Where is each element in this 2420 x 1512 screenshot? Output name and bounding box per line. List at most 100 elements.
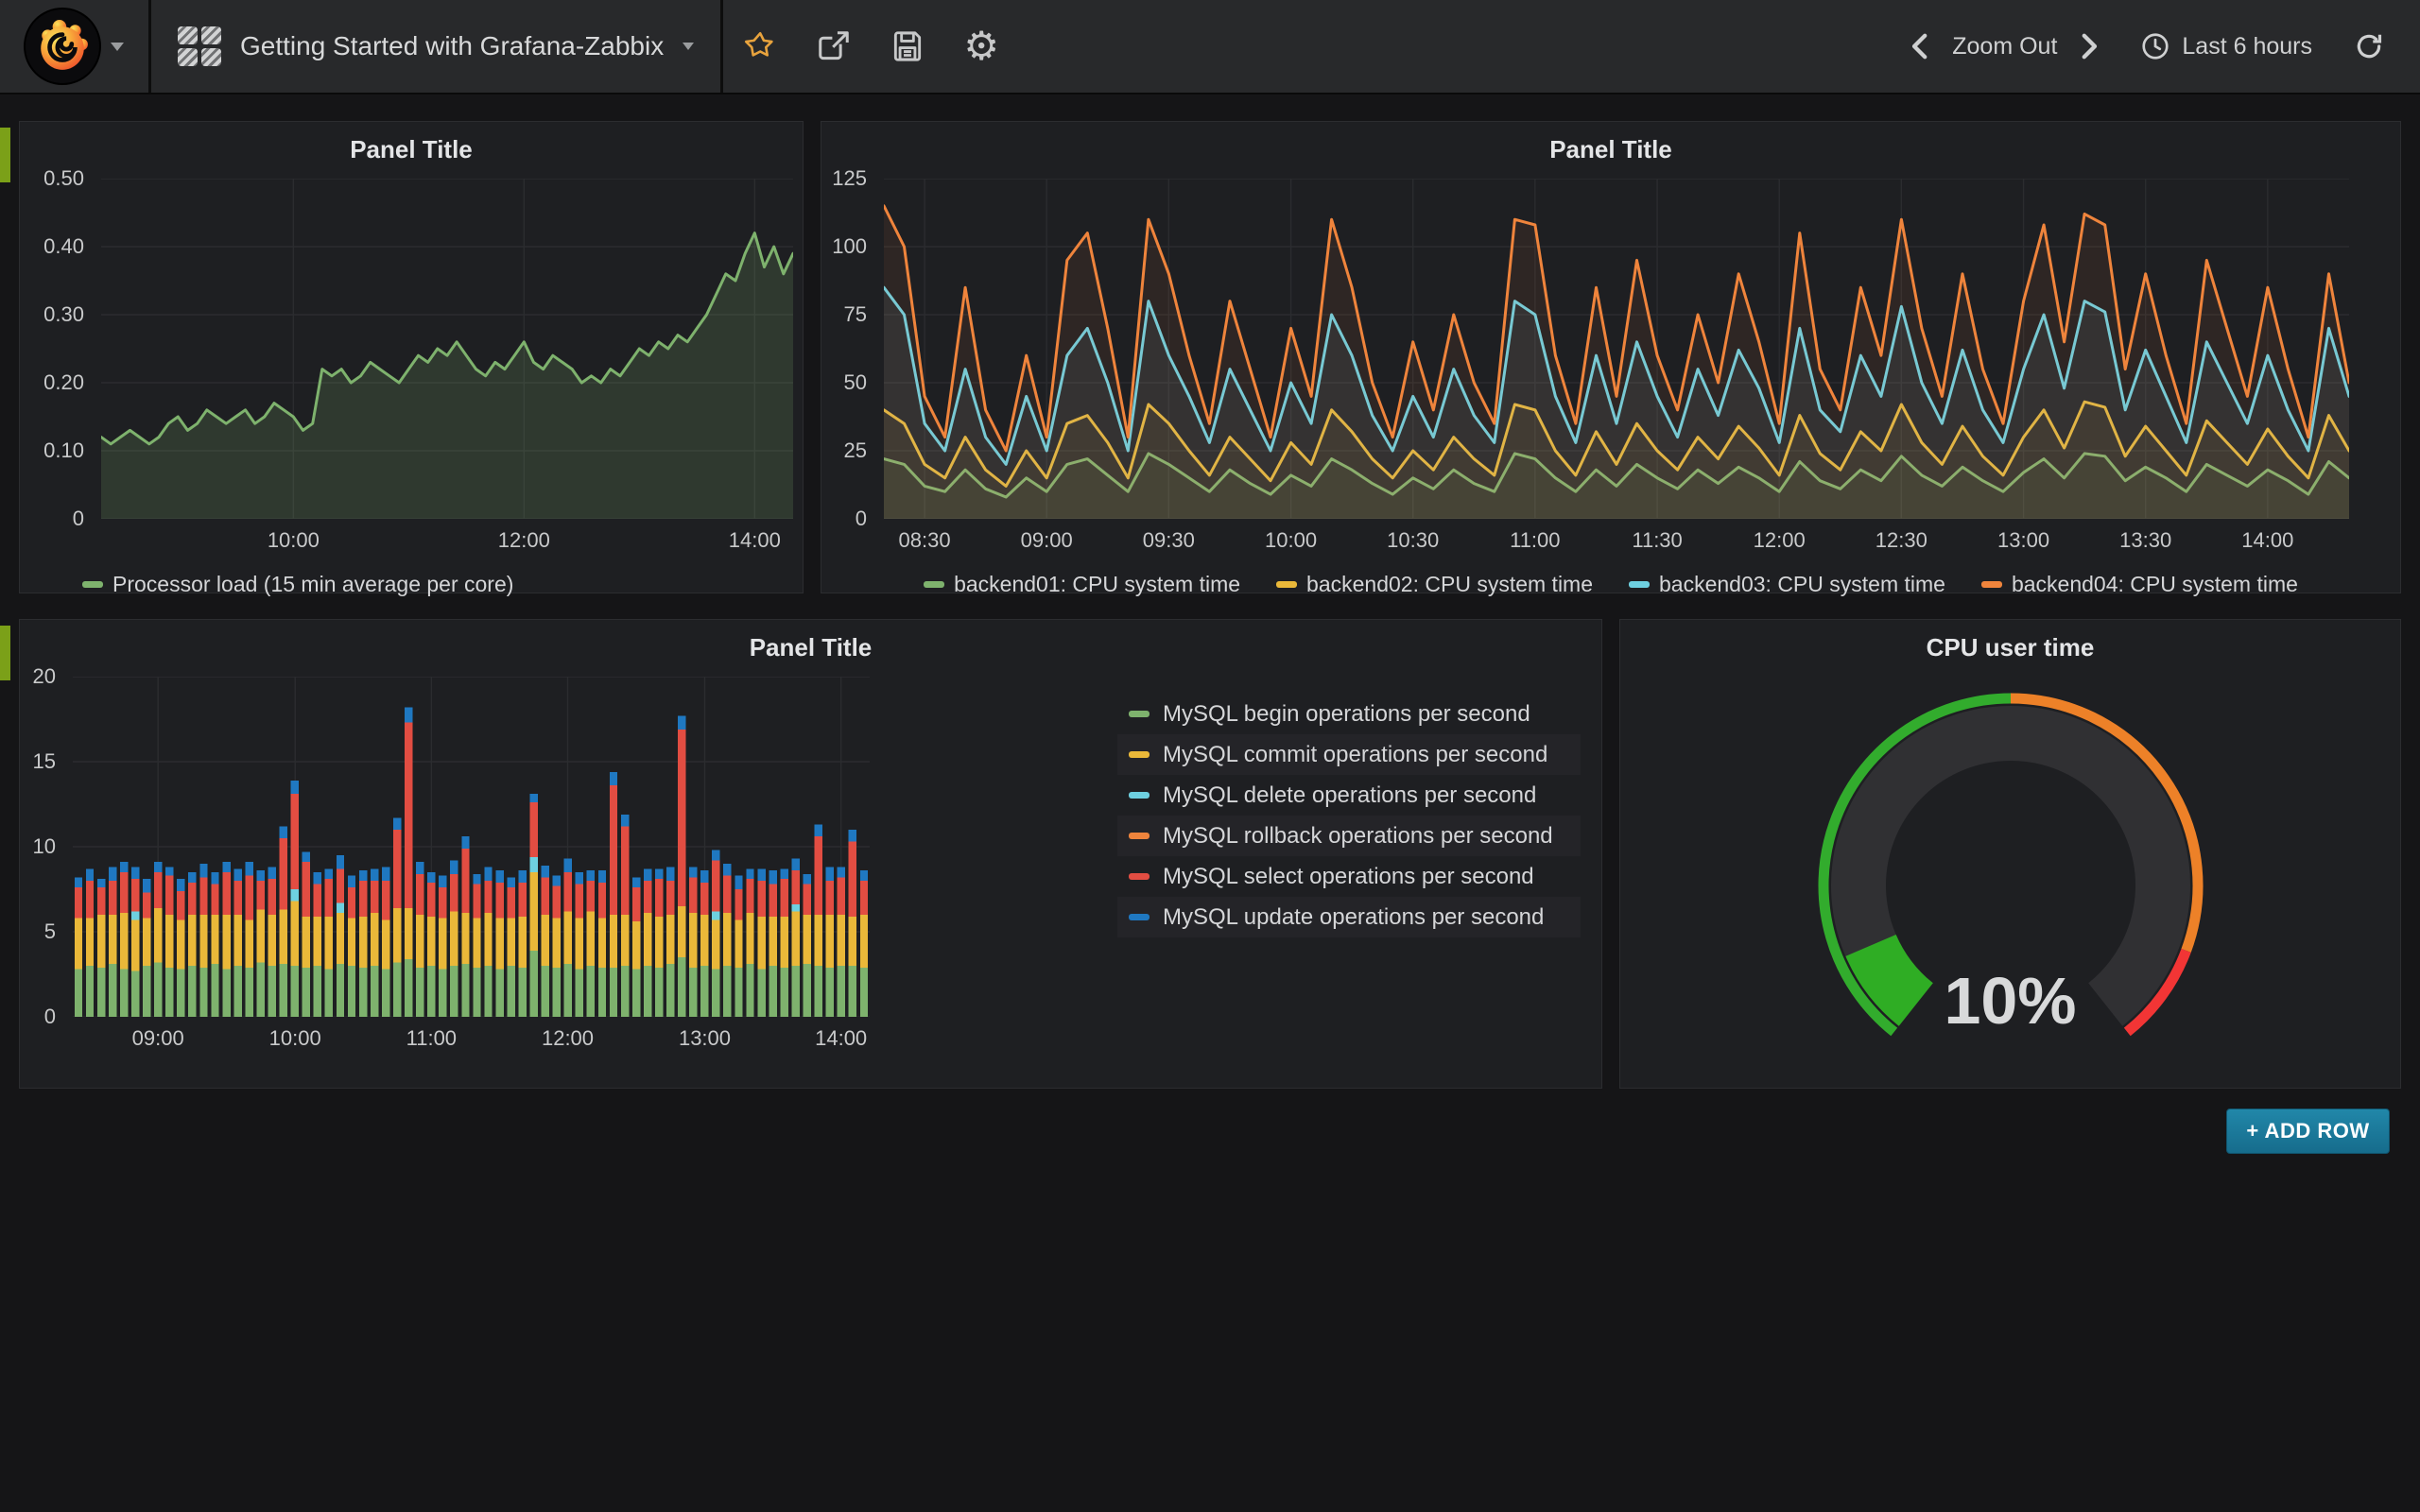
plot-canvas <box>73 677 870 1017</box>
top-nav: Getting Started with Grafana-Zabbix ⚙ Zo… <box>0 0 2420 94</box>
x-tick-label: 08:30 <box>882 528 967 553</box>
legend-item[interactable]: MySQL rollback operations per second <box>1117 816 1581 856</box>
legend-swatch <box>1129 833 1150 839</box>
add-row-button[interactable]: + ADD ROW <box>2226 1108 2390 1154</box>
row-toggle-handle[interactable] <box>0 128 10 182</box>
x-tick-label: 14:00 <box>2225 528 2310 553</box>
y-tick-label: 50 <box>821 370 867 395</box>
legend-item[interactable]: backend04: CPU system time <box>1981 572 2298 597</box>
bar-series-4 <box>75 723 868 922</box>
legend-label: MySQL rollback operations per second <box>1163 823 1553 850</box>
legend-item[interactable]: MySQL commit operations per second <box>1117 734 1581 775</box>
stacked-bar-chart: 2015105009:0010:0011:0012:0013:0014:00My… <box>20 663 1601 1088</box>
y-tick-label: 0.50 <box>20 166 84 191</box>
legend-item[interactable]: backend03: CPU system time <box>1629 572 1945 597</box>
grafana-main-menu[interactable] <box>0 0 151 93</box>
legend-label: backend01: CPU system time <box>954 572 1240 597</box>
legend-item[interactable]: MySQL delete operations per second <box>1117 775 1581 816</box>
x-tick-label: 12:00 <box>481 528 566 553</box>
legend-swatch <box>924 581 944 588</box>
legend-swatch <box>1129 792 1150 799</box>
y-tick-label: 0.10 <box>20 438 84 463</box>
panel-title[interactable]: Panel Title <box>20 122 803 165</box>
time-range-picker[interactable]: Last 6 hours <box>2129 0 2324 93</box>
row-toggle-handle[interactable] <box>0 626 10 680</box>
y-tick-label: 10 <box>20 834 56 859</box>
legend-label: backend03: CPU system time <box>1659 572 1945 597</box>
y-tick-label: 75 <box>821 302 867 327</box>
panel-mysql-operations: Panel Title 2015105009:0010:0011:0012:00… <box>19 619 1602 1089</box>
star-dashboard-button[interactable] <box>723 0 797 93</box>
dashboard-picker[interactable]: Getting Started with Grafana-Zabbix <box>151 0 720 93</box>
save-dashboard-button[interactable] <box>871 0 944 93</box>
logo-caret-icon <box>111 43 124 51</box>
chart-legend: MySQL begin operations per second MySQL c… <box>1117 694 1581 937</box>
legend-item[interactable]: backend02: CPU system time <box>1276 572 1593 597</box>
refresh-button[interactable] <box>2342 0 2395 93</box>
line-chart: 125100755025008:3009:0009:3010:0010:3011… <box>821 165 2400 593</box>
y-tick-label: 15 <box>20 749 56 774</box>
panel-cpu-system-time: Panel Title 125100755025008:3009:0009:30… <box>821 121 2401 593</box>
grafana-logo <box>26 9 99 83</box>
chart-legend: Processor load (15 min average per core) <box>82 572 513 597</box>
panel-title[interactable]: Panel Title <box>20 620 1601 663</box>
dashboard-settings-button[interactable]: ⚙ <box>944 0 1018 93</box>
y-tick-label: 0 <box>821 507 867 531</box>
x-tick-label: 14:00 <box>799 1026 884 1051</box>
dashboard-title: Getting Started with Grafana-Zabbix <box>240 31 664 61</box>
legend-label: backend04: CPU system time <box>2012 572 2298 597</box>
x-tick-label: 11:00 <box>1493 528 1578 553</box>
x-tick-label: 12:00 <box>1737 528 1822 553</box>
plot-canvas <box>101 179 793 519</box>
time-forward-button[interactable] <box>2068 0 2112 93</box>
legend-label: MySQL select operations per second <box>1163 864 1534 890</box>
y-tick-label: 0.20 <box>20 370 84 395</box>
x-tick-label: 09:00 <box>115 1026 200 1051</box>
share-icon <box>816 28 852 64</box>
legend-item[interactable]: MySQL begin operations per second <box>1117 694 1581 734</box>
chart-legend: backend01: CPU system time backend02: CPU… <box>821 572 2400 597</box>
x-tick-label: 12:00 <box>526 1026 611 1051</box>
plot-canvas <box>884 179 2349 519</box>
y-tick-label: 0.40 <box>20 234 84 259</box>
legend-label: backend02: CPU system time <box>1306 572 1593 597</box>
y-tick-label: 0.30 <box>20 302 84 327</box>
refresh-icon <box>2354 31 2384 61</box>
share-dashboard-button[interactable] <box>797 0 871 93</box>
x-tick-label: 09:30 <box>1126 528 1211 553</box>
legend-swatch <box>1129 711 1150 717</box>
zoom-out-button[interactable]: Zoom Out <box>1941 0 2068 93</box>
panel-title[interactable]: Panel Title <box>821 122 2400 165</box>
zoom-out-label: Zoom Out <box>1952 33 2057 60</box>
time-back-button[interactable] <box>1897 0 1941 93</box>
bar-series-5 <box>75 707 868 892</box>
clock-icon <box>2140 31 2170 61</box>
legend-item[interactable]: backend01: CPU system time <box>924 572 1240 597</box>
x-tick-label: 13:30 <box>2103 528 2188 553</box>
series-fill <box>101 233 793 519</box>
legend-item[interactable]: MySQL select operations per second <box>1117 856 1581 897</box>
legend-item[interactable]: MySQL update operations per second <box>1117 897 1581 937</box>
header-right-controls: Zoom Out Last 6 hours <box>1897 0 2420 93</box>
x-tick-label: 11:30 <box>1615 528 1700 553</box>
y-tick-label: 100 <box>821 234 867 259</box>
legend-swatch <box>1276 581 1297 588</box>
x-tick-label: 10:00 <box>251 528 336 553</box>
x-tick-label: 10:30 <box>1371 528 1456 553</box>
chevron-left-icon <box>1909 32 1929 60</box>
legend-swatch <box>1129 914 1150 920</box>
grafana-flame-icon <box>35 19 90 74</box>
x-tick-label: 11:00 <box>389 1026 474 1051</box>
time-range-label: Last 6 hours <box>2182 33 2312 60</box>
y-tick-label: 0 <box>20 507 84 531</box>
legend-label: MySQL begin operations per second <box>1163 701 1530 728</box>
legend-item[interactable]: Processor load (15 min average per core) <box>82 572 513 597</box>
panel-title[interactable]: CPU user time <box>1620 620 2400 663</box>
star-icon <box>743 29 777 63</box>
y-tick-label: 125 <box>821 166 867 191</box>
legend-swatch <box>1129 873 1150 880</box>
x-tick-label: 10:00 <box>252 1026 337 1051</box>
legend-label: MySQL update operations per second <box>1163 904 1544 931</box>
legend-label: MySQL commit operations per second <box>1163 742 1547 768</box>
legend-swatch <box>1981 581 2002 588</box>
